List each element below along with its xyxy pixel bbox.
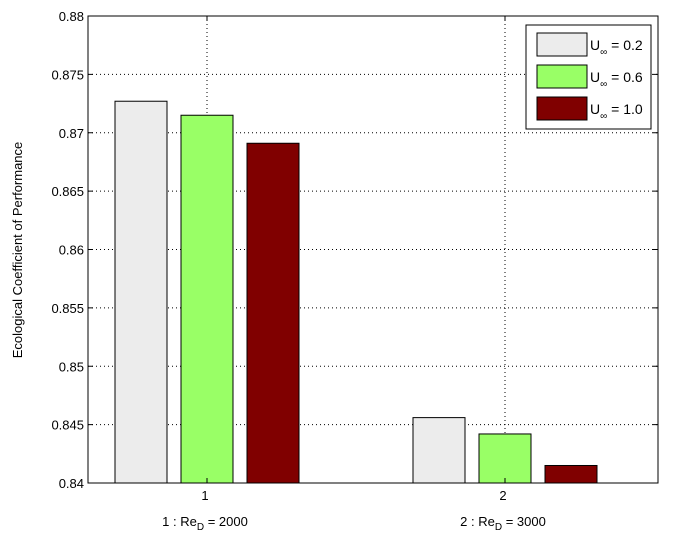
- bar-series3-cat1: [246, 142, 300, 484]
- bar-series3-cat2: [544, 464, 598, 484]
- legend-label: U∞ = 0.6: [590, 69, 643, 90]
- bar-series2-cat1: [180, 114, 234, 484]
- bar-series1-cat1: [114, 100, 168, 484]
- y-axis-title: Ecological Coefficient of Performance: [10, 142, 25, 359]
- legend: U∞ = 0.2 U∞ = 0.6 U∞ = 1.0: [525, 24, 652, 130]
- bar-series2-cat2: [478, 433, 532, 484]
- y-tick-label: 0.865: [51, 184, 84, 199]
- legend-swatch: [536, 96, 588, 121]
- legend-label: U∞ = 0.2: [590, 37, 643, 58]
- bar-series1-cat2: [412, 417, 466, 484]
- y-tick-label: 0.88: [59, 9, 84, 24]
- ticks: 0.84 0.845 0.85 0.855 0.86 0.865 0.87 0.875 0.88…: [51, 9, 658, 533]
- legend-label: U∞ = 1.0: [590, 101, 643, 122]
- category-label: 2 : ReD = 3000: [460, 514, 546, 533]
- y-tick-label: 0.84: [59, 476, 84, 491]
- y-tick-label: 0.87: [59, 126, 84, 141]
- y-tick-label: 0.875: [51, 67, 84, 82]
- y-tick-label: 0.855: [51, 301, 84, 316]
- legend-swatch: [536, 32, 588, 57]
- y-tick-label: 0.85: [59, 359, 84, 374]
- bars: [114, 100, 598, 484]
- y-tick-label: 0.845: [51, 418, 84, 433]
- y-tick-label: 0.86: [59, 243, 84, 258]
- x-tick-label: 2: [499, 488, 506, 503]
- grid: [88, 16, 658, 483]
- x-tick-label: 1: [201, 488, 208, 503]
- legend-swatch: [536, 64, 588, 89]
- category-label: 1 : ReD = 2000: [162, 514, 248, 533]
